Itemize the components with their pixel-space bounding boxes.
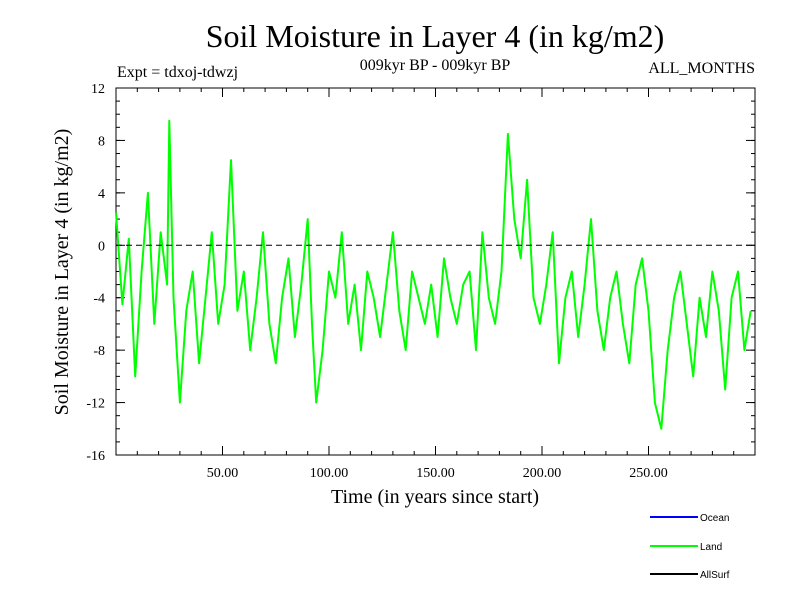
y-tick-label: 12: [91, 82, 105, 97]
experiment-label: Expt = tdxoj-tdwzj: [117, 64, 238, 81]
x-tick-label: 200.00: [523, 466, 562, 481]
y-tick-label: -4: [93, 292, 105, 307]
x-tick-label: 150.00: [416, 466, 455, 481]
period-label: 009kyr BP - 009kyr BP: [360, 57, 511, 74]
y-tick-labels: -16 -12 -8 -4 0 4 8 12: [86, 82, 105, 464]
chart-title: Soil Moisture in Layer 4 (in kg/m2): [206, 18, 665, 54]
series-line-land: [115, 119, 752, 430]
x-tick-label: 250.00: [629, 466, 668, 481]
legend-label-ocean: Ocean: [700, 513, 729, 524]
y-tick-label: -8: [93, 344, 105, 359]
minor-ticks: [115, 87, 756, 456]
legend: Ocean Land AllSurf: [650, 513, 730, 581]
legend-label-allsurf: AllSurf: [700, 570, 730, 581]
series-layer: [115, 119, 752, 430]
y-axis-label: Soil Moisture in Layer 4 (in kg/m2): [51, 129, 73, 416]
y-tick-label: 4: [98, 187, 105, 202]
major-ticks: [116, 87, 755, 456]
plot-area: [115, 87, 756, 456]
y-tick-label: 0: [98, 239, 105, 254]
legend-label-land: Land: [700, 542, 722, 553]
x-axis-label: Time (in years since start): [331, 486, 539, 508]
x-tick-labels: 50.00 100.00 150.00 200.00 250.00: [207, 466, 668, 481]
y-tick-label: -16: [86, 449, 105, 464]
x-tick-label: 100.00: [310, 466, 349, 481]
months-label: ALL_MONTHS: [648, 60, 755, 77]
y-tick-label: -12: [86, 397, 105, 412]
y-tick-label: 8: [98, 134, 105, 149]
x-tick-label: 50.00: [207, 466, 239, 481]
